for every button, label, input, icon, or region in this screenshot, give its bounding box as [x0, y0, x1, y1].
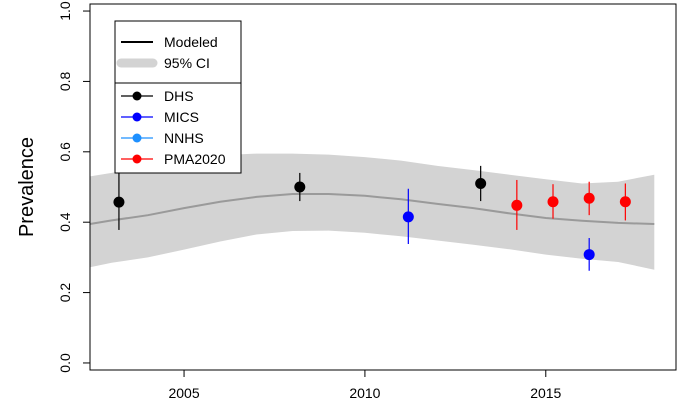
legend-bottom-dot-3	[132, 154, 142, 164]
legend-bottom-dot-2	[132, 133, 142, 143]
legend-bottom-label-0: DHS	[164, 88, 194, 104]
y-tick-label-1: 0.2	[57, 283, 73, 303]
point-pma2020-3	[619, 196, 631, 208]
point-mics-1	[583, 249, 595, 261]
y-tick-label-3: 0.6	[57, 142, 73, 162]
legend-top-label-0: Modeled	[164, 34, 218, 50]
legend-bottom-label-1: MICS	[164, 109, 199, 125]
legend-bottom-label-2: NNHS	[164, 130, 204, 146]
x-tick-label-0: 2005	[168, 385, 199, 401]
point-dhs-2	[475, 177, 487, 189]
legend-bottom-label-3: PMA2020	[164, 151, 226, 167]
point-pma2020-1	[547, 196, 559, 208]
modeled-line	[89, 193, 655, 225]
y-axis-label: Prevalence	[16, 137, 38, 237]
legend-top-label-1: 95% CI	[164, 55, 210, 71]
legend-layer: Modeled 95% CI DHS MICS NNHS PMA2020	[114, 20, 242, 174]
point-dhs-1	[294, 181, 306, 193]
y-tick-label-5: 1.0	[57, 1, 73, 21]
y-tick-label-4: 0.8	[57, 71, 73, 91]
legend-top-box	[114, 20, 242, 84]
y-tick-label-2: 0.4	[57, 212, 73, 232]
modeled-line-layer	[89, 193, 655, 225]
y-tick-label-0: 0.0	[57, 353, 73, 373]
point-pma2020-2	[583, 192, 595, 204]
survey-points-layer	[113, 165, 631, 271]
x-tick-label-1: 2010	[349, 385, 380, 401]
point-pma2020-0	[511, 199, 523, 211]
ci-band	[90, 153, 655, 270]
legend-bottom-dot-1	[132, 112, 142, 122]
x-tick-label-2: 2015	[530, 385, 561, 401]
legend-bottom-dot-0	[132, 91, 142, 101]
point-dhs-0	[113, 196, 125, 208]
axes-layer: 0.0 0.2 0.4 0.6 0.8 1.0 2005 2010 2015	[57, 1, 562, 401]
point-mics-0	[402, 211, 414, 223]
ci-band-layer	[90, 153, 655, 270]
